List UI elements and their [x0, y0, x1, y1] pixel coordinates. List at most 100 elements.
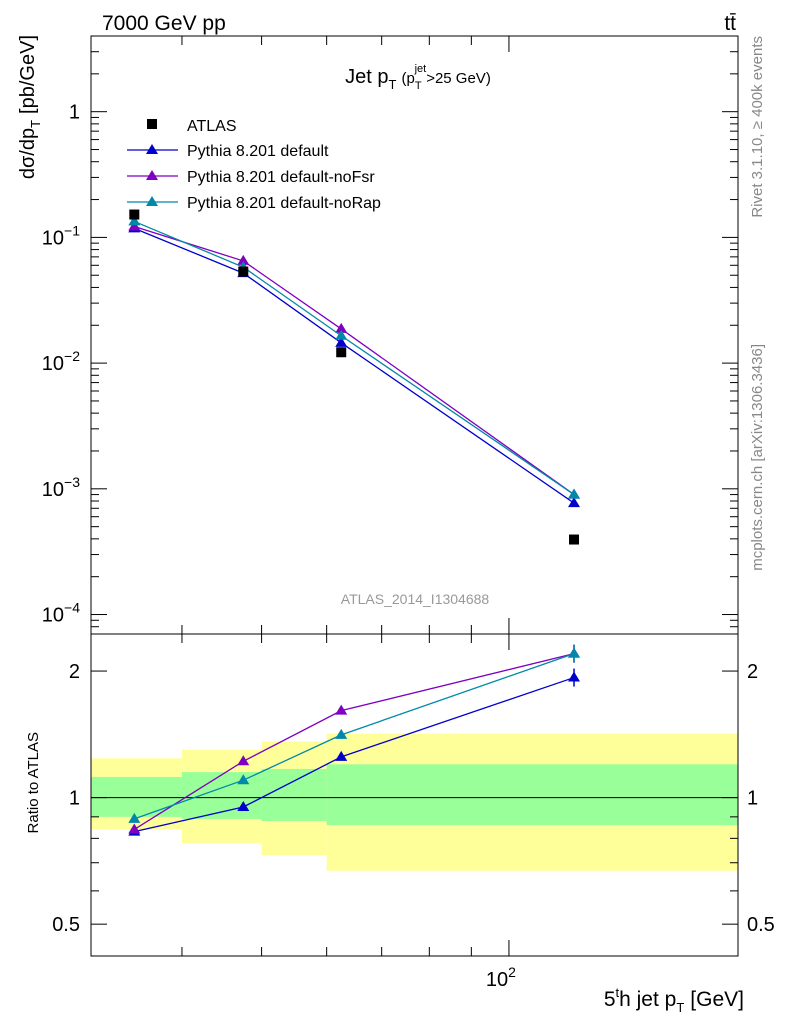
- series-point-2: [568, 488, 581, 499]
- ratio-point-0: [335, 750, 348, 761]
- y-tick-exp: −2: [64, 348, 80, 364]
- y-tick-base: 10: [42, 353, 64, 375]
- main-y-label: dσ/dpT [pb/GeV]: [17, 35, 43, 179]
- legend-entry-default: Pythia 8.201 default: [127, 143, 329, 160]
- series-point-2: [128, 215, 141, 226]
- ratio-line-2: [134, 653, 575, 820]
- legend-atlas-marker: [147, 119, 157, 129]
- series-line-2: [134, 220, 575, 496]
- ratio-point-0: [237, 800, 250, 811]
- x-label-mid: h jet p: [619, 988, 676, 1011]
- y-tick-exp: −1: [64, 222, 80, 238]
- y-tick-exp: −4: [64, 600, 80, 616]
- ratio-line-1: [133, 653, 575, 830]
- header-left: 7000 GeV pp: [102, 12, 226, 35]
- ratio-bands: [91, 733, 738, 871]
- ratio-y-tick-label-right: 0.5: [747, 914, 775, 936]
- ratio-frame: [90, 633, 739, 957]
- ratio-y-tick-label-right: 2: [747, 661, 758, 683]
- title-sub-t2: T: [415, 80, 422, 92]
- ratio-line-0: [134, 676, 575, 833]
- series-point-1: [237, 254, 250, 265]
- y-label-unit: [pb/GeV]: [17, 35, 39, 114]
- atlas-data-point: [129, 209, 140, 220]
- title-sub-t: T: [389, 77, 397, 92]
- band-stat: [91, 776, 182, 817]
- ratio-x-axis: 102: [181, 634, 516, 991]
- series-point-1: [335, 322, 348, 333]
- title-paren-open: (p: [401, 70, 414, 87]
- y-tick-label: 1: [69, 102, 80, 124]
- x-tick-label: 102: [486, 964, 516, 991]
- legend-entry-norap: Pythia 8.201 default-noRap: [127, 195, 381, 212]
- mcplots-note: mcplots.cern.ch [arXiv:1306.3436]: [749, 344, 766, 571]
- ratio-point-2: [237, 774, 250, 785]
- series-point-2: [335, 329, 348, 340]
- legend-default-label: Pythia 8.201 default: [187, 143, 329, 160]
- analysis-watermark: ATLAS_2014_I1304688: [341, 591, 490, 607]
- legend-norap-label: Pythia 8.201 default-noRap: [187, 195, 381, 212]
- ratio-point-2: [128, 812, 141, 823]
- legend-nofsr-marker: [146, 170, 158, 180]
- y-tick-label: 10−2: [42, 348, 80, 375]
- ratio-y-tick-label: 1: [69, 788, 80, 810]
- series-point-0: [568, 497, 581, 508]
- title-main: Jet p: [345, 66, 388, 88]
- x-label-sub: T: [676, 1000, 684, 1015]
- title-sup-jet: jet: [414, 63, 427, 75]
- y-tick-label: 10−4: [42, 600, 80, 627]
- x-tick-exp: 2: [508, 964, 516, 980]
- y-tick-label: 10−1: [42, 222, 80, 249]
- main-marks: [128, 209, 581, 545]
- band-stat: [181, 772, 262, 819]
- series-point-1: [128, 220, 141, 231]
- y-tick-label: 10−3: [42, 474, 80, 501]
- atlas-data-point: [336, 347, 347, 358]
- legend-entry-atlas: ATLAS: [147, 118, 237, 135]
- plot-title: Jet pT (pTjet>25 GeV): [345, 63, 491, 92]
- band-stat: [261, 768, 327, 821]
- ratio-y-tick-label: 0.5: [52, 914, 80, 936]
- y-tick-base: 10: [42, 479, 64, 501]
- band-stat: [326, 764, 738, 826]
- ratio-point-1: [335, 704, 348, 715]
- ratio-point-2: [335, 728, 348, 739]
- x-label-sup: t: [616, 985, 620, 1000]
- ratio-panel: 2 21 10.5 0.5 102 Ratio to ATLAS 5th jet pT…: [25, 633, 775, 1015]
- x-tick-base: 10: [486, 969, 508, 991]
- ratio-point-1: [128, 823, 141, 834]
- ratio-marks: [128, 644, 581, 836]
- y-tick-base: 10: [42, 227, 64, 249]
- series-line-1: [134, 225, 575, 496]
- ratio-point-2: [568, 647, 581, 658]
- series-point-0: [335, 336, 348, 347]
- legend-norap-marker: [146, 196, 158, 206]
- ratio-y-tick-label-right: 1: [747, 788, 758, 810]
- ratio-point-0: [568, 671, 581, 682]
- legend-entry-nofsr: Pythia 8.201 default-noFsr: [127, 169, 375, 186]
- legend-default-marker: [146, 144, 158, 154]
- main-panel: 110−110−210−310−4 Jet pT (pTjet>25 GeV) d…: [17, 35, 739, 635]
- y-label-main: dσ/dp: [17, 128, 39, 179]
- ratio-y-axis: 2 2 1 1 0.5 0.5: [52, 661, 775, 936]
- header-right: tt̄: [724, 12, 736, 35]
- main-x-axis: [181, 36, 510, 634]
- main-y-axis: 110−110−210−310−4: [42, 35, 738, 635]
- legend: ATLAS Pythia 8.201 default Pythia 8.201 …: [127, 118, 381, 212]
- legend-atlas-label: ATLAS: [187, 118, 237, 135]
- title-paren-close: >25 GeV): [426, 70, 491, 87]
- y-label-sub: T: [28, 120, 43, 128]
- y-tick-exp: −3: [64, 474, 80, 490]
- x-label-unit: [GeV]: [690, 988, 744, 1011]
- atlas-data-point: [238, 266, 249, 277]
- series-line-0: [134, 227, 575, 504]
- x-axis-label: 5th jet pT [GeV]: [604, 985, 744, 1015]
- ratio-y-tick-label: 2: [69, 661, 80, 683]
- ratio-y-label: Ratio to ATLAS: [25, 732, 42, 833]
- x-label-pre: 5: [604, 988, 616, 1011]
- ratio-point-1: [237, 755, 250, 766]
- y-tick-base: 10: [42, 605, 64, 627]
- atlas-data-point: [569, 534, 580, 545]
- rivet-note: Rivet 3.1.10, ≥ 400k events: [749, 36, 766, 218]
